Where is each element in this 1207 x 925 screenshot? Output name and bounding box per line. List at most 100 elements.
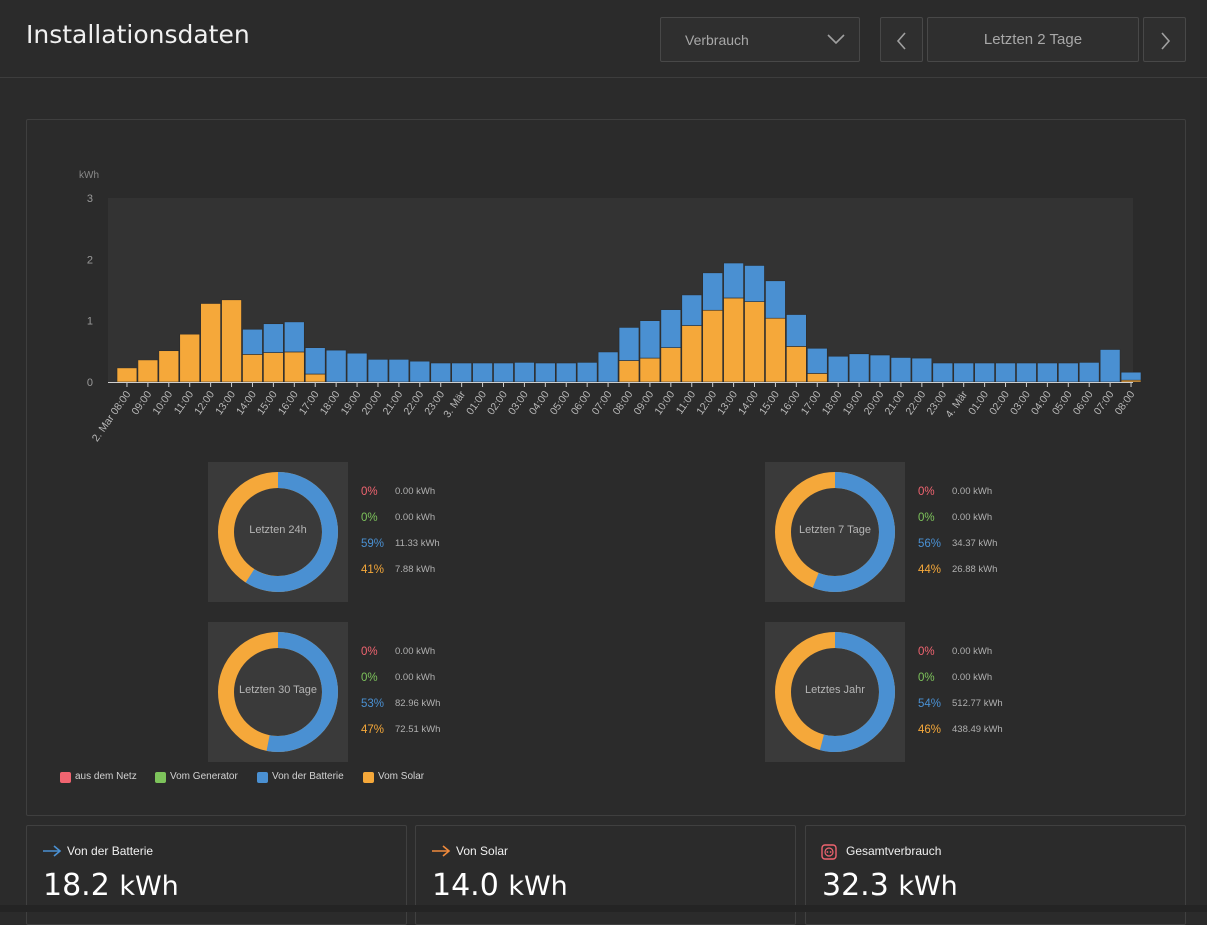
bar-segment[interactable] — [346, 352, 368, 383]
bar-segment[interactable] — [1016, 362, 1037, 383]
x-tick-label: 06:00 — [1071, 389, 1096, 418]
bar-segment[interactable] — [137, 359, 159, 383]
bar-segment[interactable] — [1078, 362, 1100, 383]
bar-segment[interactable] — [493, 362, 514, 383]
bar-segment[interactable] — [744, 265, 765, 302]
bar-segment[interactable] — [995, 362, 1016, 383]
stat-kwh: 0.00 kWh — [952, 646, 993, 657]
y-tick-label: 1 — [87, 316, 93, 328]
donut-slice-battery[interactable] — [218, 632, 338, 752]
card-title: Von Solar — [456, 844, 509, 858]
bar-segment[interactable] — [179, 333, 200, 383]
bar-segment[interactable] — [786, 314, 807, 347]
metric-dropdown[interactable]: Verbrauch — [660, 17, 860, 62]
bar-segment[interactable] — [388, 359, 410, 383]
x-tick-label: 22:00 — [401, 389, 426, 418]
bar-segment[interactable] — [1120, 371, 1142, 381]
previous-range-button[interactable] — [880, 17, 923, 62]
bar-segment[interactable] — [576, 362, 598, 383]
bar-segment[interactable] — [535, 362, 556, 383]
bar-segment[interactable] — [597, 351, 619, 383]
bar-segment[interactable] — [284, 321, 305, 353]
bar-segment[interactable] — [555, 362, 577, 383]
donut-center-label: Letzten 7 Tage — [799, 524, 871, 536]
x-tick-label: 21:00 — [380, 389, 405, 418]
x-tick-label: 10:00 — [652, 389, 677, 418]
bar-segment[interactable] — [1099, 349, 1121, 383]
bar-segment[interactable] — [848, 353, 870, 383]
bar-segment[interactable] — [953, 362, 974, 383]
bar-segment[interactable] — [827, 355, 849, 383]
stat-percent: 44% — [918, 564, 942, 576]
bar-segment[interactable] — [786, 346, 807, 383]
bar-segment[interactable] — [681, 294, 703, 326]
x-tick-label: 21:00 — [882, 389, 907, 418]
bar-segment[interactable] — [681, 325, 703, 383]
stat-percent: 41% — [361, 564, 385, 576]
bar-segment[interactable] — [702, 272, 723, 311]
bar-segment[interactable] — [284, 351, 305, 383]
bar-segment[interactable] — [242, 354, 263, 383]
donut-center-label: Letzten 30 Tage — [238, 684, 318, 696]
bar-segment[interactable] — [304, 347, 326, 375]
donut-svg — [775, 632, 895, 752]
bar-segment[interactable] — [869, 354, 891, 383]
bar-segment[interactable] — [514, 362, 535, 383]
bar-segment[interactable] — [702, 309, 723, 383]
bar-segment[interactable] — [723, 262, 744, 299]
card-value-number: 32.3 — [822, 868, 889, 903]
bar-segment[interactable] — [618, 327, 640, 361]
bar-segment[interactable] — [765, 280, 786, 319]
card-value: 18.2 kWh — [43, 868, 179, 903]
donut-slice-battery[interactable] — [218, 472, 338, 592]
bar-segment[interactable] — [221, 299, 242, 383]
bar-segment[interactable] — [890, 357, 912, 383]
x-tick-label: 19:00 — [841, 389, 866, 418]
bar-segment[interactable] — [911, 357, 933, 383]
stat-kwh: 82.96 kWh — [395, 698, 441, 709]
bar-segment[interactable] — [304, 373, 326, 383]
bar-segment[interactable] — [409, 360, 431, 383]
bar-segment[interactable] — [765, 317, 786, 383]
bar-segment[interactable] — [744, 301, 765, 383]
bar-segment[interactable] — [1058, 362, 1079, 383]
bar-segment[interactable] — [325, 349, 347, 383]
bar-segment[interactable] — [116, 367, 138, 383]
bar-segment[interactable] — [263, 352, 284, 383]
bar-segment[interactable] — [451, 362, 472, 383]
x-tick-label: 07:00 — [590, 389, 615, 418]
legend-swatch-generator — [155, 772, 166, 783]
bar-segment[interactable] — [263, 323, 284, 353]
bar-segment[interactable] — [158, 350, 180, 383]
bar-segment[interactable] — [974, 362, 995, 383]
bar-segment[interactable] — [932, 362, 954, 383]
bar-segment[interactable] — [1037, 362, 1058, 383]
bar-segment[interactable] — [660, 309, 682, 348]
bar-segment[interactable] — [639, 357, 661, 383]
bar-segment[interactable] — [660, 347, 682, 383]
x-tick-label: 05:00 — [1050, 389, 1075, 418]
next-range-button[interactable] — [1143, 17, 1186, 62]
stat-kwh: 11.33 kWh — [395, 538, 440, 549]
bar-segment[interactable] — [430, 362, 451, 383]
donut-svg — [218, 632, 338, 752]
bar-segment[interactable] — [807, 347, 828, 374]
legend-label: Von der Batterie — [272, 771, 344, 782]
card-value: 32.3 kWh — [822, 868, 958, 903]
bar-segment[interactable] — [618, 360, 640, 383]
x-tick-label: 13:00 — [715, 389, 740, 418]
donut-slice-battery[interactable] — [775, 632, 895, 752]
bar-segment[interactable] — [723, 297, 744, 383]
stat-kwh: 26.88 kWh — [952, 564, 998, 575]
bar-segment[interactable] — [807, 373, 828, 383]
donut-slice-battery[interactable] — [775, 472, 895, 592]
bar-segment[interactable] — [639, 320, 661, 359]
bar-segment[interactable] — [200, 303, 221, 383]
bar-segment[interactable] — [242, 328, 263, 355]
bar-segment[interactable] — [472, 362, 493, 383]
date-range-selector[interactable]: Letzten 2 Tage — [927, 17, 1139, 62]
x-tick-label: 03:00 — [506, 389, 531, 418]
bar-segment[interactable] — [367, 359, 389, 383]
x-tick-label: 16:00 — [276, 389, 301, 418]
